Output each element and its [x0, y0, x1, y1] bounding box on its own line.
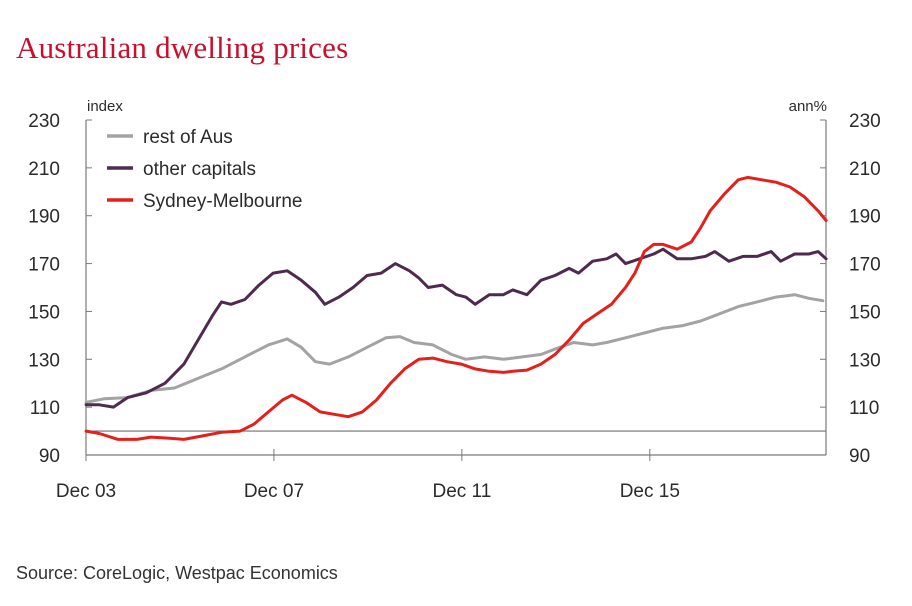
- left-tick-label: 150: [28, 302, 60, 323]
- left-axis-unit: index: [87, 98, 123, 115]
- series-line-other-capitals: [84, 247, 828, 409]
- series-line-rest-of-aus: [84, 293, 825, 404]
- legend-label: Sydney-Melbourne: [143, 191, 302, 212]
- series-line-sydney-melbourne: [84, 175, 828, 441]
- right-tick-label: 230: [849, 111, 881, 132]
- left-tick-label: 190: [28, 207, 60, 228]
- source-note: Source: CoreLogic, Westpac Economics: [16, 563, 338, 583]
- x-tick-label: Dec 07: [244, 481, 304, 502]
- chart-title: Australian dwelling prices: [16, 30, 349, 65]
- right-tick-label: 190: [849, 207, 881, 228]
- left-tick-label: 130: [28, 350, 60, 371]
- x-tick-label: Dec 11: [432, 481, 491, 502]
- right-axis-unit: ann%: [789, 98, 827, 115]
- right-tick-label: 170: [849, 255, 881, 276]
- left-tick-label: 210: [28, 159, 60, 180]
- left-tick-label: 110: [30, 398, 60, 419]
- right-tick-label: 130: [849, 350, 881, 371]
- right-tick-label: 110: [849, 398, 879, 419]
- x-tick-label: Dec 15: [620, 481, 680, 502]
- right-tick-label: 90: [849, 446, 870, 467]
- right-tick-label: 210: [849, 159, 881, 180]
- chart-legend: rest of Aus other capitals Sydney-Melbourn…: [107, 127, 302, 212]
- legend-label: other capitals: [143, 159, 256, 180]
- legend-label: rest of Aus: [143, 127, 233, 148]
- left-tick-label: 230: [28, 111, 60, 132]
- left-tick-label: 90: [39, 446, 60, 467]
- series-layer: [84, 175, 828, 441]
- left-tick-label: 170: [28, 255, 60, 276]
- chart-axes: 90 90 110 110 130 130 150 150 170 170 190 190 210 210…: [28, 98, 880, 502]
- x-tick-label: Dec 03: [56, 481, 116, 502]
- right-tick-label: 150: [849, 302, 881, 323]
